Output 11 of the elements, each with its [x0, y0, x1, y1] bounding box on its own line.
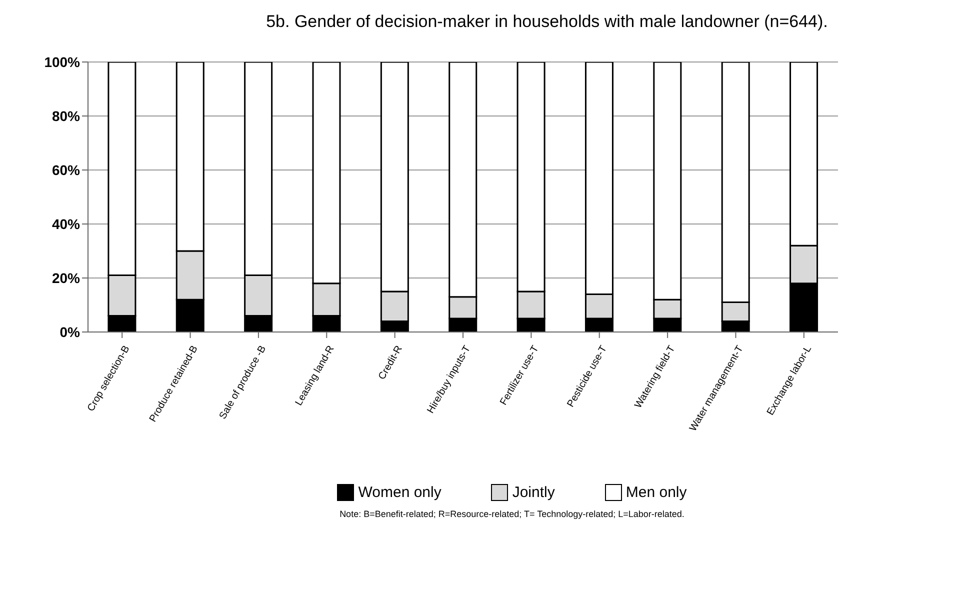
y-tick-label: 40% [52, 216, 81, 232]
legend-label: Jointly [512, 484, 555, 501]
chart-title: 5b. Gender of decision-maker in households with male landowner (n=644). [265, 12, 829, 32]
y-tick-label: 20% [52, 270, 81, 286]
y-tick-label: 60% [52, 162, 81, 178]
text: Note: B=Benefit-related; R=Resource-related; T= Technology-related; L=Labor-related. [338, 509, 686, 519]
legend-label: Men only [626, 484, 687, 501]
y-tick-label: 0% [60, 324, 81, 340]
y-tick-label: 100% [44, 54, 81, 70]
legend-label: Women only [358, 484, 442, 501]
y-tick-label: 80% [52, 108, 81, 124]
